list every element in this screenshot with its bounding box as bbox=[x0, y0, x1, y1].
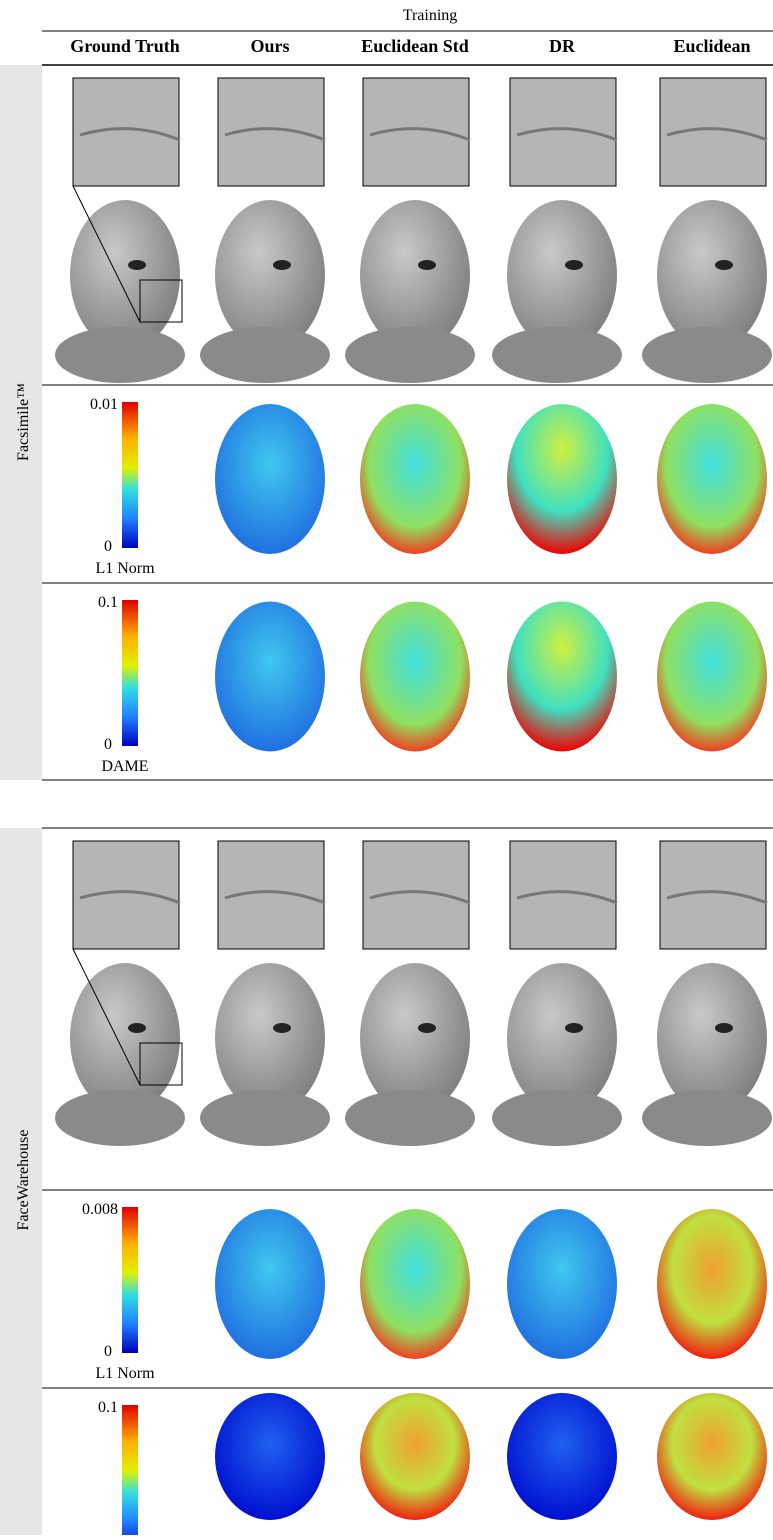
neck-render bbox=[642, 1090, 772, 1146]
neck-render bbox=[200, 1090, 330, 1146]
error-heatmap bbox=[360, 404, 470, 554]
colorbar-min: 0 bbox=[104, 736, 112, 753]
colorbar-min: 0 bbox=[104, 1343, 112, 1360]
eye bbox=[273, 260, 291, 270]
eye bbox=[418, 260, 436, 270]
error-heatmap bbox=[507, 404, 617, 554]
error-heatmap bbox=[507, 602, 617, 752]
eye bbox=[565, 260, 583, 270]
training-title: Training bbox=[403, 7, 458, 24]
colorbar-label: DAME bbox=[101, 758, 148, 775]
eye bbox=[418, 1023, 436, 1033]
error-heatmap bbox=[215, 602, 325, 752]
error-heatmap bbox=[360, 1393, 470, 1520]
neck-render bbox=[200, 327, 330, 383]
error-heatmap bbox=[360, 602, 470, 752]
neck-render bbox=[55, 327, 185, 383]
column-header: Ours bbox=[250, 36, 289, 56]
eye bbox=[715, 260, 733, 270]
eye bbox=[565, 1023, 583, 1033]
error-heatmap bbox=[657, 404, 767, 554]
colorbar-label: L1 Norm bbox=[95, 1365, 155, 1382]
neck-render bbox=[55, 1090, 185, 1146]
error-heatmap bbox=[657, 1209, 767, 1359]
colorbar bbox=[122, 1207, 138, 1353]
error-heatmap bbox=[215, 1209, 325, 1359]
column-header: Euclidean bbox=[673, 36, 750, 56]
eye bbox=[715, 1023, 733, 1033]
column-header: Ground Truth bbox=[70, 36, 180, 56]
colorbar bbox=[122, 402, 138, 548]
error-heatmap bbox=[215, 1393, 325, 1520]
section-label: Facsimile™ bbox=[15, 383, 32, 461]
section-label: FaceWarehouse bbox=[15, 1130, 32, 1231]
error-heatmap bbox=[507, 1209, 617, 1359]
colorbar-max: 0.008 bbox=[82, 1201, 118, 1218]
error-heatmap bbox=[360, 1209, 470, 1359]
column-header: Euclidean Std bbox=[361, 36, 469, 56]
neck-render bbox=[492, 1090, 622, 1146]
colorbar-label: L1 Norm bbox=[95, 560, 155, 577]
error-heatmap bbox=[657, 602, 767, 752]
neck-render bbox=[492, 327, 622, 383]
eye bbox=[128, 1023, 146, 1033]
eye bbox=[273, 1023, 291, 1033]
neck-render bbox=[345, 327, 475, 383]
colorbar-max: 0.1 bbox=[98, 594, 118, 611]
neck-render bbox=[345, 1090, 475, 1146]
eye bbox=[128, 260, 146, 270]
error-heatmap bbox=[507, 1393, 617, 1520]
error-heatmap bbox=[657, 1393, 767, 1520]
column-header: DR bbox=[549, 36, 576, 56]
colorbar-max: 0.1 bbox=[98, 1399, 118, 1416]
colorbar bbox=[122, 600, 138, 746]
error-heatmap bbox=[215, 404, 325, 554]
colorbar bbox=[122, 1405, 138, 1535]
colorbar-min: 0 bbox=[104, 538, 112, 555]
colorbar-max: 0.01 bbox=[90, 396, 118, 413]
neck-render bbox=[642, 327, 772, 383]
figure: Training Facsimile™ FaceWarehouse Ground… bbox=[0, 0, 773, 1535]
